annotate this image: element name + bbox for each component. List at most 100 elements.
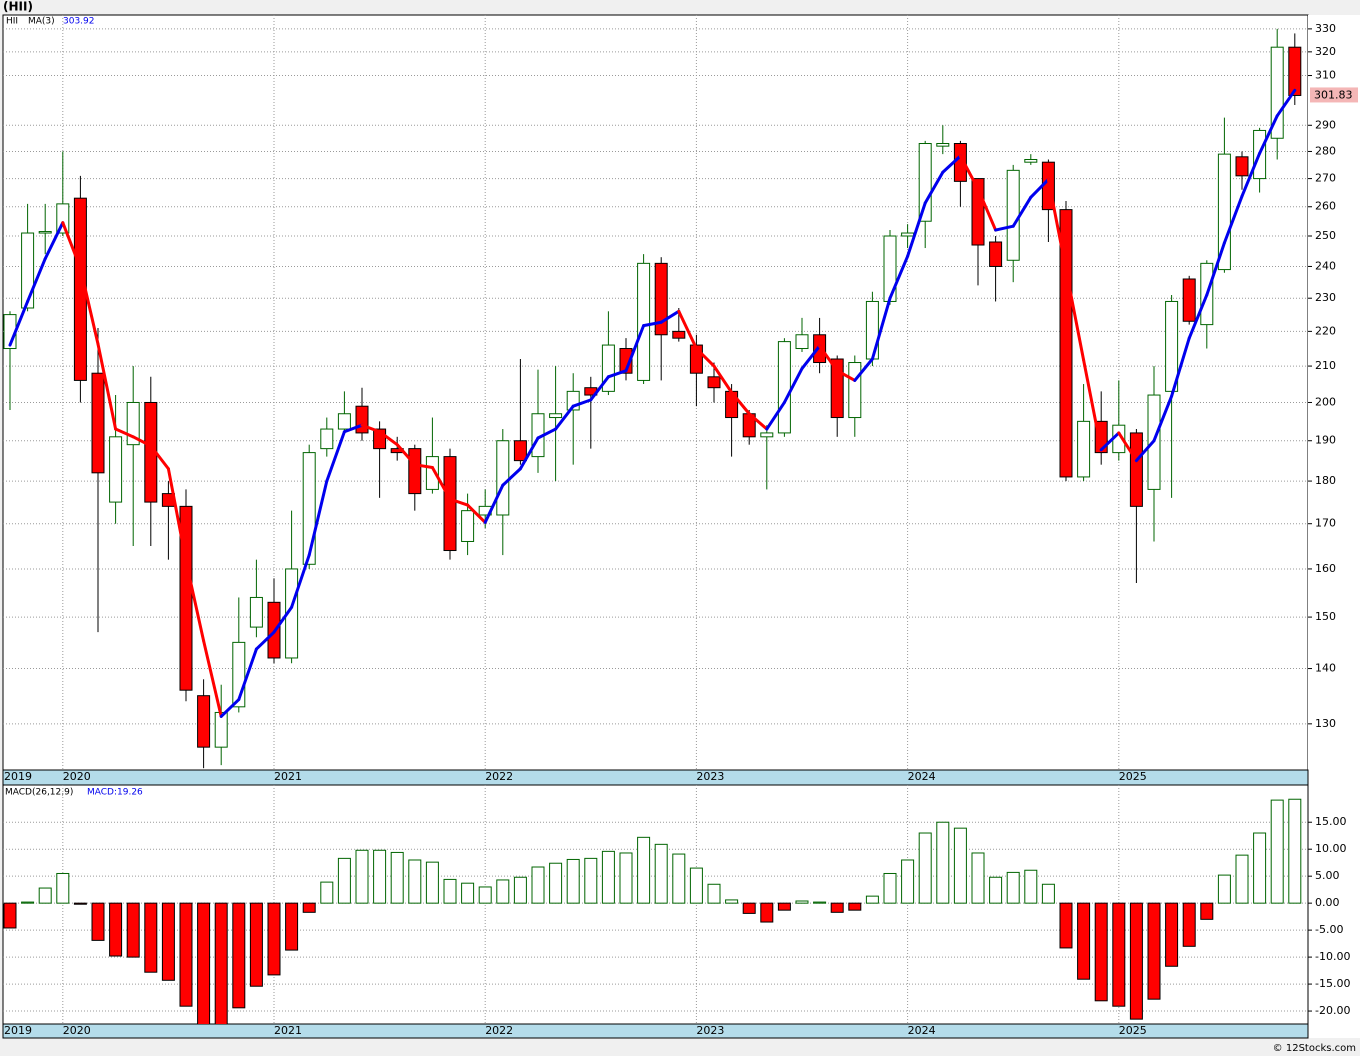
bar xyxy=(989,876,1003,904)
y-tick-label: 310 xyxy=(1315,69,1336,82)
y-tick-label: 140 xyxy=(1315,662,1336,675)
chart-title: (HII) xyxy=(3,0,33,14)
bar xyxy=(302,902,316,913)
ma-segment xyxy=(1205,241,1226,297)
bar xyxy=(637,836,651,904)
ma-segment xyxy=(923,170,945,205)
ma-segment xyxy=(1117,431,1138,463)
bar xyxy=(355,849,369,904)
x-tick-label: 2025 xyxy=(1119,770,1147,783)
last-price-label: 301.83 xyxy=(1314,88,1353,101)
candle-body xyxy=(443,456,457,552)
bar xyxy=(654,843,668,904)
candle-body xyxy=(936,143,950,147)
bar xyxy=(56,872,70,904)
legend-ma: MA(3) xyxy=(28,17,55,27)
y-tick-label: -20.00 xyxy=(1315,1004,1350,1017)
candle-body xyxy=(901,232,915,237)
ma-segment xyxy=(1170,336,1191,398)
ma-segment xyxy=(149,444,170,471)
candle-body xyxy=(1077,420,1091,478)
candle-body xyxy=(1217,153,1231,271)
bar xyxy=(1024,869,1038,904)
ma-segment xyxy=(536,427,558,440)
candle-body xyxy=(408,448,422,495)
axis-area xyxy=(1308,15,1360,1038)
x-tick-label: 2019 xyxy=(4,770,32,783)
candle-body xyxy=(1024,158,1038,163)
ma-segment xyxy=(800,344,822,371)
bar xyxy=(1006,871,1020,904)
bar xyxy=(1077,902,1091,980)
bar xyxy=(214,902,228,1024)
bar xyxy=(109,902,123,957)
bar xyxy=(1094,902,1108,1002)
y-tick-label: 250 xyxy=(1315,229,1336,242)
bar xyxy=(373,849,387,904)
bar xyxy=(848,902,862,911)
ma-segment xyxy=(26,257,47,303)
ma-segment xyxy=(483,483,505,524)
last-price-box xyxy=(1310,87,1358,103)
ma-segment xyxy=(1029,177,1050,199)
bar xyxy=(566,858,580,904)
legend-ma-value: 303.92 xyxy=(63,17,95,27)
legend-symbol: HII xyxy=(6,17,18,27)
bar xyxy=(21,901,35,904)
candle-body xyxy=(989,241,1003,267)
bar xyxy=(760,902,774,923)
ma-segment xyxy=(1046,177,1068,272)
y-tick-label: 330 xyxy=(1315,22,1336,35)
ma-segment xyxy=(78,266,100,346)
y-tick-label: 150 xyxy=(1315,610,1336,623)
bar xyxy=(584,857,598,904)
x-tick-label: 2021 xyxy=(274,1024,302,1037)
y-tick-label: 130 xyxy=(1315,717,1336,730)
candle-body xyxy=(1235,156,1249,177)
candle-body xyxy=(865,300,879,360)
ma-segment xyxy=(219,698,241,718)
bar xyxy=(478,886,492,904)
bar xyxy=(531,866,545,904)
candle-body xyxy=(918,143,932,222)
ma-segment xyxy=(976,187,998,232)
candle-body xyxy=(760,432,774,438)
bar xyxy=(320,881,334,904)
candle-body xyxy=(302,452,316,565)
ma-segment xyxy=(1187,293,1209,340)
candle-body xyxy=(795,334,809,350)
ma-segment xyxy=(677,309,698,351)
ma-segment xyxy=(642,320,663,328)
ma-segment xyxy=(61,221,82,270)
bar xyxy=(3,902,17,929)
bar xyxy=(1270,799,1284,904)
bar xyxy=(91,902,105,941)
candle-body xyxy=(91,372,105,474)
candle-body xyxy=(672,330,686,339)
bar xyxy=(1217,874,1231,904)
ma-segment xyxy=(941,154,962,174)
ma-segment xyxy=(501,467,522,487)
candle-body xyxy=(461,510,475,542)
y-tick-label: 10.00 xyxy=(1315,842,1347,855)
candle-body xyxy=(777,341,791,434)
candle-body xyxy=(1182,278,1196,322)
candle-body xyxy=(654,262,668,336)
bar xyxy=(971,852,985,904)
bar xyxy=(813,901,827,904)
ma-segment xyxy=(853,357,874,382)
ma-segment xyxy=(96,342,118,431)
ma-segment xyxy=(8,299,30,347)
macd-legend: MACD(26,12,9) xyxy=(5,788,73,798)
ma-segment xyxy=(906,201,927,258)
ma-segment xyxy=(1258,114,1279,155)
bar xyxy=(38,887,52,904)
bar xyxy=(161,902,175,981)
ma-segment xyxy=(290,553,311,609)
candle-body xyxy=(848,362,862,419)
bar xyxy=(1059,902,1073,949)
y-tick-label: 290 xyxy=(1315,118,1336,131)
ma-segment xyxy=(835,369,857,382)
candle-body xyxy=(1129,432,1143,507)
